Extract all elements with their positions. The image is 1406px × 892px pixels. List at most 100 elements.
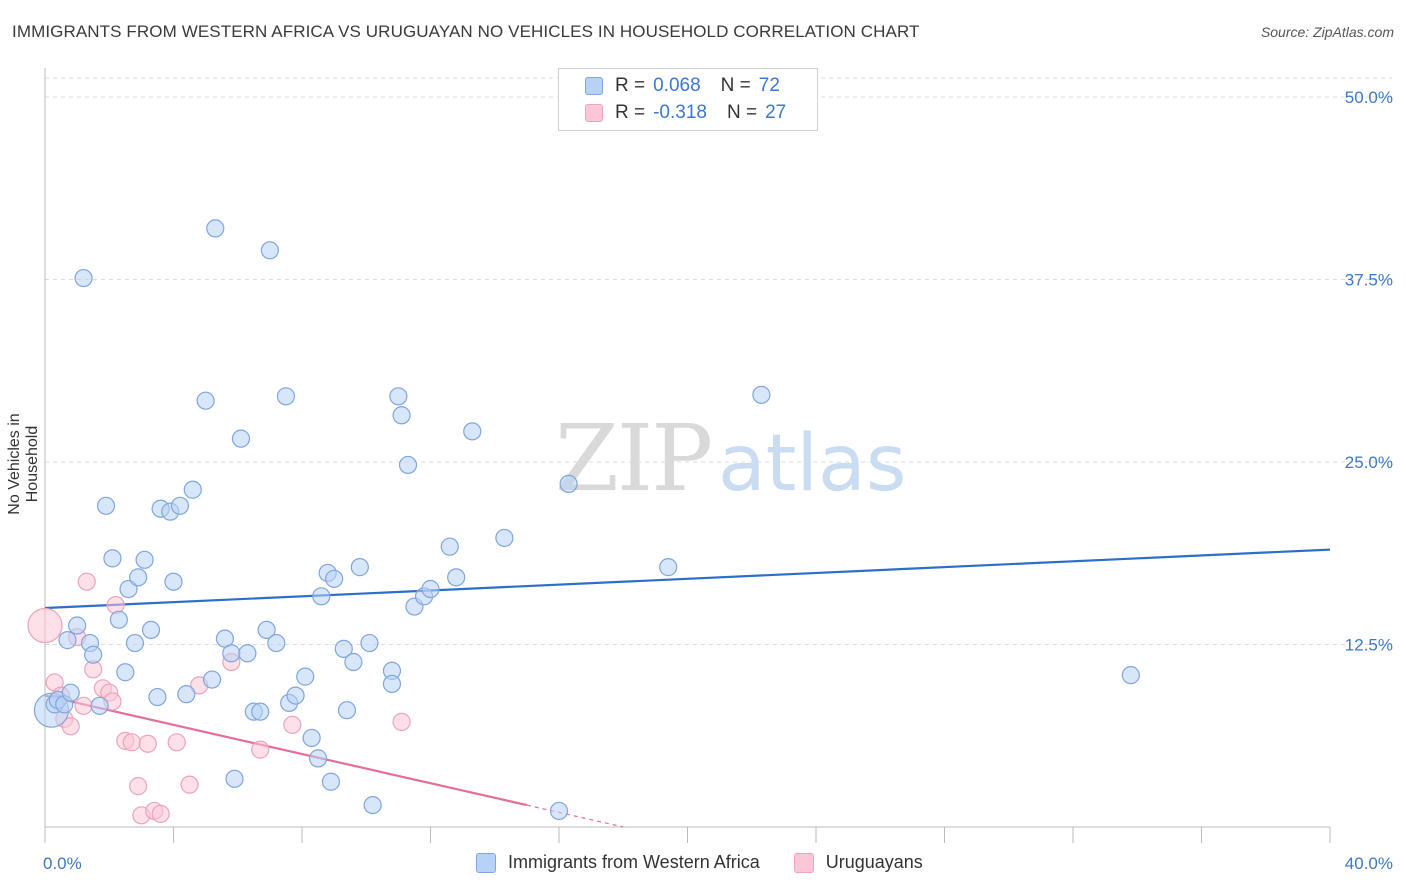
point-western-africa — [1121, 666, 1140, 685]
point-western-africa — [337, 701, 357, 720]
point-western-africa — [463, 422, 482, 441]
point-western-africa — [659, 558, 678, 577]
point-western-africa — [296, 667, 315, 686]
legend-swatch-pink — [793, 852, 814, 873]
point-western-africa — [286, 686, 305, 705]
point-western-africa — [344, 652, 363, 672]
point-western-africa — [103, 549, 122, 568]
data-points — [27, 219, 1140, 825]
legend-swatch-blue — [476, 852, 496, 873]
point-western-africa — [125, 633, 145, 653]
n-label: N = — [720, 75, 751, 96]
point-western-africa — [257, 620, 276, 640]
point-uruguayans — [122, 733, 141, 752]
series2-swatch — [585, 104, 603, 122]
point-western-africa — [440, 537, 459, 556]
stats-legend: R = 0.068 N = 72 R = -0.318 N = 27 — [558, 68, 818, 131]
point-western-africa — [251, 702, 270, 721]
y-tick-label: 50.0% — [1345, 88, 1393, 107]
trend-line-western-africa — [44, 548, 1331, 610]
point-uruguayans — [180, 775, 199, 794]
r-label: R = — [615, 102, 646, 123]
point-western-africa — [334, 639, 353, 658]
point-uruguayans — [167, 733, 186, 752]
point-western-africa — [398, 455, 418, 475]
watermark-atlas: atlas — [718, 419, 907, 509]
point-western-africa — [74, 268, 93, 288]
stats-row-series1: R = 0.068 N = 72 — [585, 73, 780, 99]
trend-line-uruguayans — [44, 694, 528, 807]
point-western-africa — [183, 480, 202, 499]
y-axis-label: No Vehicles in Household — [6, 413, 41, 515]
point-western-africa — [495, 528, 514, 548]
point-western-africa — [382, 674, 402, 694]
point-uruguayans — [129, 777, 148, 796]
grid-lines — [45, 77, 1392, 645]
point-uruguayans — [61, 717, 80, 736]
point-western-africa — [61, 683, 80, 702]
point-uruguayans — [283, 715, 302, 734]
point-western-africa — [267, 633, 286, 653]
legend-label-western-africa: Immigrants from Western Africa — [508, 852, 760, 872]
point-western-africa — [170, 496, 190, 515]
point-western-africa — [222, 644, 241, 663]
point-western-africa — [308, 749, 328, 768]
point-western-africa — [447, 568, 466, 587]
point-western-africa — [302, 728, 321, 748]
point-western-africa — [135, 550, 154, 569]
point-western-africa — [84, 645, 103, 664]
y-tick-label: 37.5% — [1345, 271, 1393, 290]
point-western-africa — [129, 568, 148, 587]
point-western-africa — [363, 795, 382, 815]
trend-line-uruguayans-extension — [526, 804, 624, 828]
stats-row-series2: R = -0.318 N = 27 — [585, 100, 786, 126]
legend-label-uruguayans: Uruguayans — [825, 852, 923, 872]
point-western-africa — [164, 572, 183, 591]
series-legend: Immigrants from Western Africa Uruguayan… — [476, 852, 923, 873]
series1-swatch — [585, 77, 603, 95]
point-western-africa — [177, 685, 196, 704]
point-uruguayans — [392, 712, 411, 731]
point-western-africa — [231, 429, 251, 448]
point-western-africa — [752, 385, 771, 404]
point-uruguayans — [27, 607, 63, 644]
point-uruguayans — [77, 572, 96, 591]
point-western-africa — [421, 579, 440, 599]
point-uruguayans — [74, 696, 93, 715]
point-western-africa — [276, 387, 296, 406]
point-western-africa — [109, 610, 128, 629]
point-western-africa — [119, 579, 138, 599]
point-western-africa — [360, 633, 379, 653]
watermark: ZIP atlas — [555, 405, 907, 512]
point-uruguayans — [138, 734, 157, 753]
point-western-africa — [90, 696, 109, 715]
trend-lines — [44, 548, 1331, 828]
n-label: N = — [726, 102, 758, 123]
series1-n-value: 72 — [758, 75, 780, 96]
point-western-africa — [225, 769, 244, 788]
y-tick-label: 25.0% — [1345, 453, 1393, 472]
point-western-africa — [141, 620, 161, 640]
series2-n-value: 27 — [765, 102, 787, 123]
point-western-africa — [116, 663, 135, 682]
source-label: Source: ZipAtlas.com — [1260, 24, 1394, 40]
point-western-africa — [196, 391, 215, 410]
point-western-africa — [58, 631, 77, 650]
point-western-africa — [389, 387, 408, 406]
chart-title: IMMIGRANTS FROM WESTERN AFRICA VS URUGUA… — [12, 22, 920, 41]
point-western-africa — [325, 569, 344, 588]
point-western-africa — [238, 644, 257, 663]
point-western-africa — [350, 558, 369, 577]
legend-item-western-africa[interactable]: Immigrants from Western Africa — [476, 852, 760, 873]
point-western-africa — [392, 406, 411, 425]
point-uruguayans — [251, 740, 270, 759]
r-label: R = — [615, 75, 646, 96]
series1-r-value: 0.068 — [653, 75, 701, 96]
point-western-africa — [549, 801, 569, 821]
point-western-africa — [202, 670, 222, 689]
point-western-africa — [148, 687, 167, 707]
point-western-africa — [206, 219, 225, 238]
x-tick-label-min: 0.0% — [43, 854, 82, 873]
legend-item-uruguayans[interactable]: Uruguayans — [793, 852, 923, 873]
point-western-africa — [96, 496, 116, 515]
